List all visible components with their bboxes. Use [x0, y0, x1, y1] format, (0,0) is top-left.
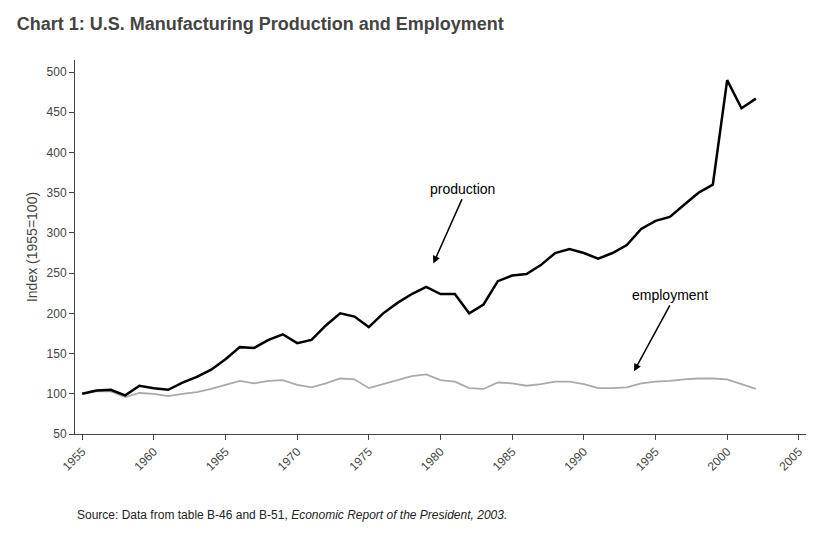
svg-text:1960: 1960 [131, 445, 160, 474]
svg-text:1990: 1990 [561, 445, 590, 474]
svg-text:employment: employment [632, 287, 708, 303]
svg-text:300: 300 [47, 226, 67, 240]
svg-text:1970: 1970 [275, 445, 304, 474]
svg-text:Chart 1: U.S. Manufacturing Pr: Chart 1: U.S. Manufacturing Production a… [17, 14, 504, 34]
svg-text:Index (1955=100): Index (1955=100) [24, 192, 40, 302]
svg-text:50: 50 [53, 427, 67, 441]
svg-text:1955: 1955 [60, 445, 89, 474]
svg-text:100: 100 [47, 387, 67, 401]
svg-text:1985: 1985 [490, 445, 519, 474]
svg-text:1965: 1965 [203, 445, 232, 474]
svg-text:production: production [430, 181, 495, 197]
svg-text:200: 200 [47, 307, 67, 321]
svg-text:Source: Data from table B-46 a: Source: Data from table B-46 and B-51, E… [77, 508, 507, 522]
svg-text:450: 450 [47, 105, 67, 119]
svg-text:1995: 1995 [633, 445, 662, 474]
svg-text:350: 350 [47, 186, 67, 200]
svg-text:500: 500 [47, 65, 67, 79]
svg-text:400: 400 [47, 146, 67, 160]
svg-text:2000: 2000 [705, 445, 734, 474]
svg-text:150: 150 [47, 347, 67, 361]
svg-text:2005: 2005 [776, 445, 805, 474]
svg-text:1975: 1975 [346, 445, 375, 474]
svg-text:1980: 1980 [418, 445, 447, 474]
svg-text:250: 250 [47, 266, 67, 280]
